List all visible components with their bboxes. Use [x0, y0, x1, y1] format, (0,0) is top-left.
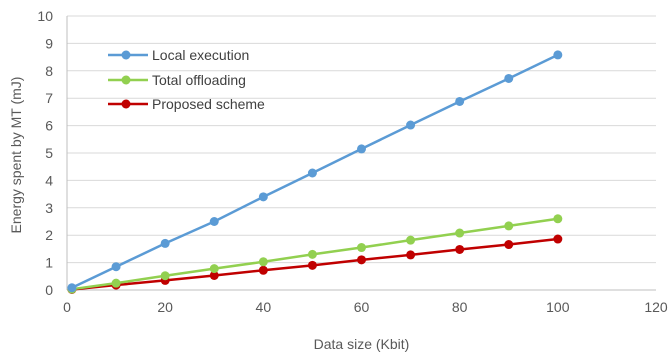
data-point-total-offloading — [307, 249, 317, 259]
legend: Local execution Total offloading Propose… — [108, 47, 265, 112]
legend-marker-total-offloading — [121, 75, 131, 85]
y-tick-label: 1 — [45, 255, 53, 271]
y-tick-label: 2 — [45, 227, 53, 243]
y-axis-title: Energy spent by MT (mJ) — [8, 77, 24, 234]
data-point-proposed-scheme — [307, 260, 317, 270]
legend-label-total-offloading: Total offloading — [152, 72, 246, 88]
data-point-total-offloading — [406, 235, 416, 245]
data-point-local-execution — [307, 168, 317, 178]
data-point-total-offloading — [111, 278, 121, 288]
legend-label-local-execution: Local execution — [152, 47, 249, 63]
x-tick-label: 40 — [256, 299, 272, 315]
data-point-total-offloading — [504, 221, 514, 231]
y-tick-label: 10 — [37, 8, 53, 24]
data-point-local-execution — [553, 50, 563, 60]
data-point-total-offloading — [553, 214, 563, 224]
data-point-total-offloading — [455, 228, 465, 238]
axes — [66, 16, 656, 291]
x-tick-label: 100 — [546, 299, 570, 315]
data-point-local-execution — [258, 192, 268, 202]
legend-marker-local-execution — [121, 50, 131, 60]
x-tick-label: 0 — [63, 299, 71, 315]
legend-label-proposed-scheme: Proposed scheme — [152, 96, 265, 112]
y-tick-label: 5 — [45, 145, 53, 161]
x-tick-label: 20 — [157, 299, 173, 315]
data-point-proposed-scheme — [553, 234, 563, 244]
data-point-local-execution — [67, 283, 77, 293]
y-tick-label: 7 — [45, 90, 53, 106]
data-point-local-execution — [504, 73, 514, 83]
data-point-total-offloading — [160, 271, 170, 281]
data-point-proposed-scheme — [406, 250, 416, 260]
data-point-proposed-scheme — [258, 265, 268, 275]
data-point-proposed-scheme — [357, 255, 366, 265]
series-lines — [67, 50, 563, 294]
series-proposed-scheme — [67, 234, 563, 294]
data-point-local-execution — [111, 262, 121, 272]
y-tick-label: 0 — [45, 282, 53, 298]
data-point-local-execution — [455, 96, 465, 106]
data-point-total-offloading — [209, 264, 219, 274]
y-tick-label: 8 — [45, 63, 53, 79]
data-point-local-execution — [160, 238, 170, 248]
data-point-local-execution — [406, 120, 416, 130]
y-tick-label: 3 — [45, 200, 53, 216]
data-point-local-execution — [209, 217, 219, 226]
data-point-proposed-scheme — [209, 270, 219, 280]
y-tick-label: 4 — [45, 172, 53, 188]
data-point-local-execution — [357, 144, 366, 154]
data-point-proposed-scheme — [504, 240, 514, 250]
x-axis-title: Data size (Kbit) — [314, 336, 410, 352]
y-tick-label: 9 — [45, 35, 53, 51]
x-tick-label: 120 — [644, 299, 668, 315]
legend-marker-proposed-scheme — [121, 99, 131, 109]
x-tick-label: 80 — [452, 299, 468, 315]
data-point-proposed-scheme — [455, 244, 465, 254]
series-local-execution — [67, 50, 563, 293]
data-point-total-offloading — [357, 243, 366, 253]
x-tick-label: 60 — [354, 299, 370, 315]
data-point-total-offloading — [258, 257, 268, 267]
y-tick-label: 6 — [45, 118, 53, 134]
